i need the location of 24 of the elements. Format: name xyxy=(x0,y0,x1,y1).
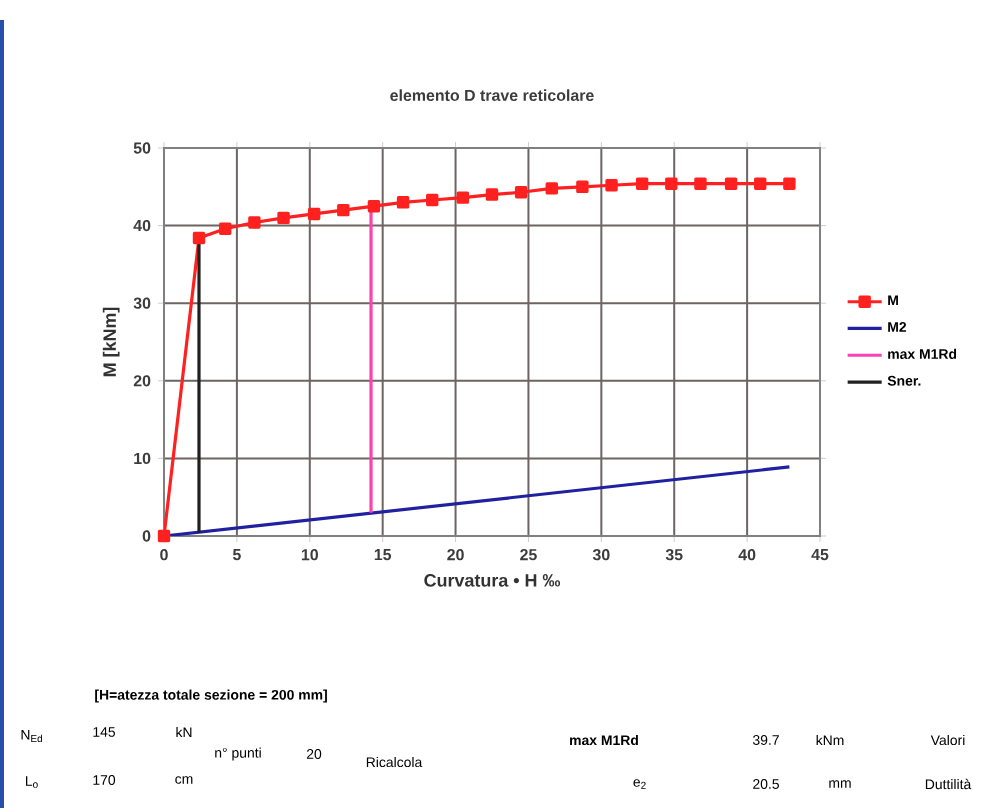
point xyxy=(635,177,649,190)
point xyxy=(248,216,261,229)
point xyxy=(576,180,589,193)
point xyxy=(396,196,410,209)
point xyxy=(157,529,171,543)
point xyxy=(694,177,707,190)
point xyxy=(219,222,232,235)
point xyxy=(665,177,678,190)
point xyxy=(545,182,558,195)
point xyxy=(783,177,796,190)
point xyxy=(277,211,290,225)
point xyxy=(514,186,528,199)
point xyxy=(456,191,470,204)
point xyxy=(367,200,381,213)
point xyxy=(754,177,767,190)
y-axis-title: M [kNm] xyxy=(102,307,120,377)
point xyxy=(307,207,321,221)
point xyxy=(426,193,439,207)
point xyxy=(192,231,206,245)
point xyxy=(724,177,738,190)
point xyxy=(605,179,618,192)
point xyxy=(337,203,350,217)
point xyxy=(485,188,499,201)
x-axis-title: Curvatura • H ‰ xyxy=(424,574,561,587)
